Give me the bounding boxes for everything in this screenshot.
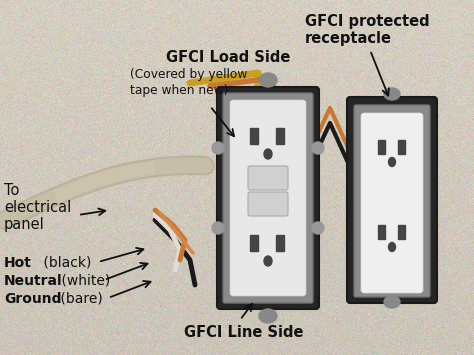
Ellipse shape [264,149,272,159]
Bar [378,225,385,239]
Bar [276,235,284,251]
Ellipse shape [384,296,400,308]
Bar [378,140,385,154]
Ellipse shape [389,242,395,251]
Text: electrical: electrical [4,200,71,215]
Ellipse shape [312,222,324,234]
Ellipse shape [259,73,277,87]
FancyBboxPatch shape [230,100,306,296]
Ellipse shape [264,256,272,266]
Text: GFCI Load Side: GFCI Load Side [166,50,291,65]
Ellipse shape [212,222,224,234]
FancyBboxPatch shape [223,93,313,303]
FancyBboxPatch shape [354,105,430,297]
Bar [250,128,258,144]
FancyBboxPatch shape [248,192,288,216]
Text: panel: panel [4,217,45,232]
FancyBboxPatch shape [217,87,319,309]
Text: tape when new): tape when new) [130,84,228,97]
Text: GFCI Line Side: GFCI Line Side [184,325,303,340]
Bar [398,225,405,239]
Bar [398,140,405,154]
Ellipse shape [384,88,400,100]
FancyBboxPatch shape [361,113,423,293]
Bar [250,235,258,251]
Text: Ground: Ground [4,292,62,306]
Text: Hot: Hot [4,256,32,270]
Bar [276,128,284,144]
Text: Neutral: Neutral [4,274,63,288]
Ellipse shape [312,142,324,154]
FancyBboxPatch shape [347,97,437,303]
Text: (white): (white) [57,274,110,288]
Ellipse shape [212,142,224,154]
Text: receptacle: receptacle [305,31,392,46]
Text: GFCI protected: GFCI protected [305,14,429,29]
Ellipse shape [389,158,395,166]
Text: To: To [4,183,19,198]
Text: (black): (black) [39,256,91,270]
Text: (bare): (bare) [56,292,103,306]
Ellipse shape [259,309,277,323]
Text: (Covered by yellow: (Covered by yellow [130,68,247,81]
FancyBboxPatch shape [248,166,288,190]
